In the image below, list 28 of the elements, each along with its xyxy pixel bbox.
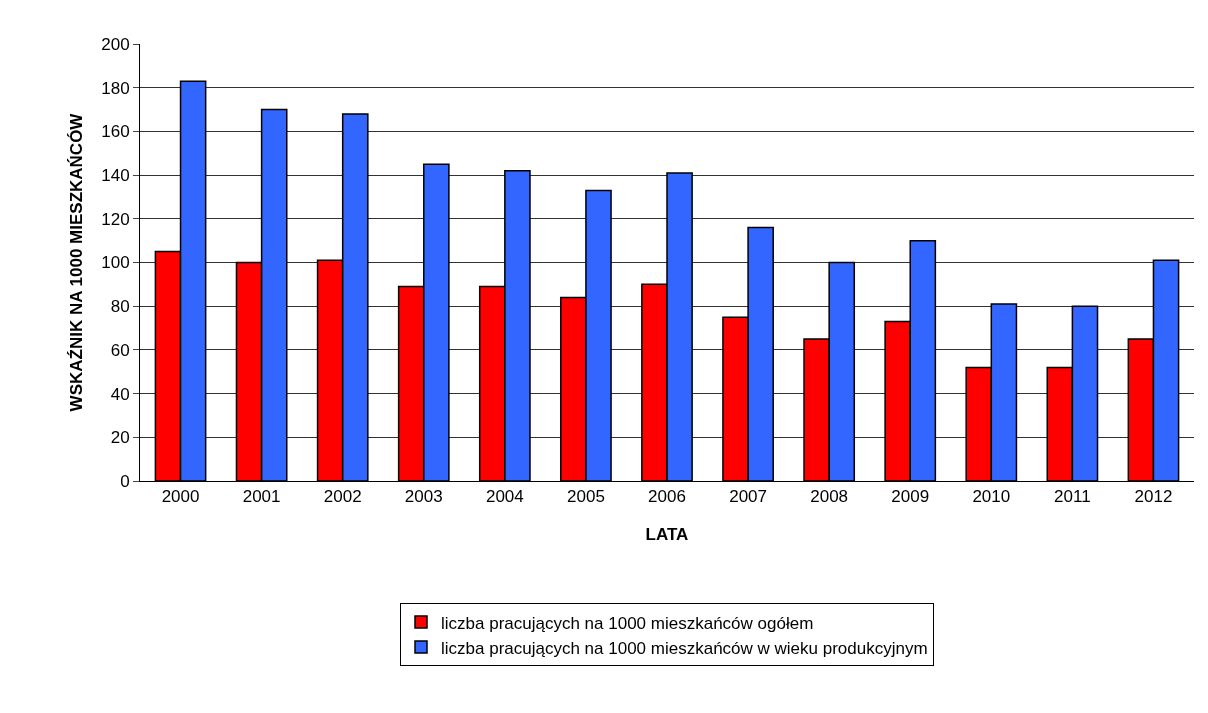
y-tick-label: 0: [120, 471, 130, 491]
x-tick-label: 2010: [972, 487, 1011, 507]
x-tick-label: 2001: [242, 487, 281, 507]
x-tick-label: 2011: [1054, 487, 1091, 507]
x-tick-label: 2007: [729, 487, 767, 507]
legend-label: liczba pracujących na 1000 mieszkańców w wieku produkcyjnym: [441, 638, 928, 658]
y-axis-title: WSKAŹNIK NA 1000 MIESZKAŃCÓW: [66, 112, 86, 412]
x-tick-label: 2012: [1134, 487, 1173, 507]
x-tick-label: 2002: [323, 487, 362, 507]
x-tick-label: 2004: [485, 487, 524, 507]
x-tick-label: 2000: [161, 487, 200, 507]
x-tick-label: 2006: [648, 487, 686, 507]
x-tick-label: 2008: [810, 487, 849, 507]
y-tick-label: 100: [101, 253, 130, 273]
x-axis-title: LATA: [645, 524, 689, 544]
y-tick-label: 180: [101, 78, 130, 98]
y-tick-label: 200: [101, 34, 130, 54]
y-tick-label: 20: [110, 428, 130, 448]
x-tick-label: 2003: [404, 487, 443, 507]
x-tick-label: 2005: [567, 487, 605, 507]
y-tick-label: 120: [101, 209, 130, 229]
y-tick-label: 40: [110, 384, 130, 404]
y-tick-label: 60: [110, 340, 130, 360]
y-tick-label: 80: [110, 297, 130, 317]
x-tick-label: 2009: [891, 487, 930, 507]
y-tick-label: 140: [101, 166, 130, 186]
legend-label: liczba pracujących na 1000 mieszkańców ogółem: [441, 613, 814, 633]
y-tick-label: 160: [101, 122, 130, 142]
